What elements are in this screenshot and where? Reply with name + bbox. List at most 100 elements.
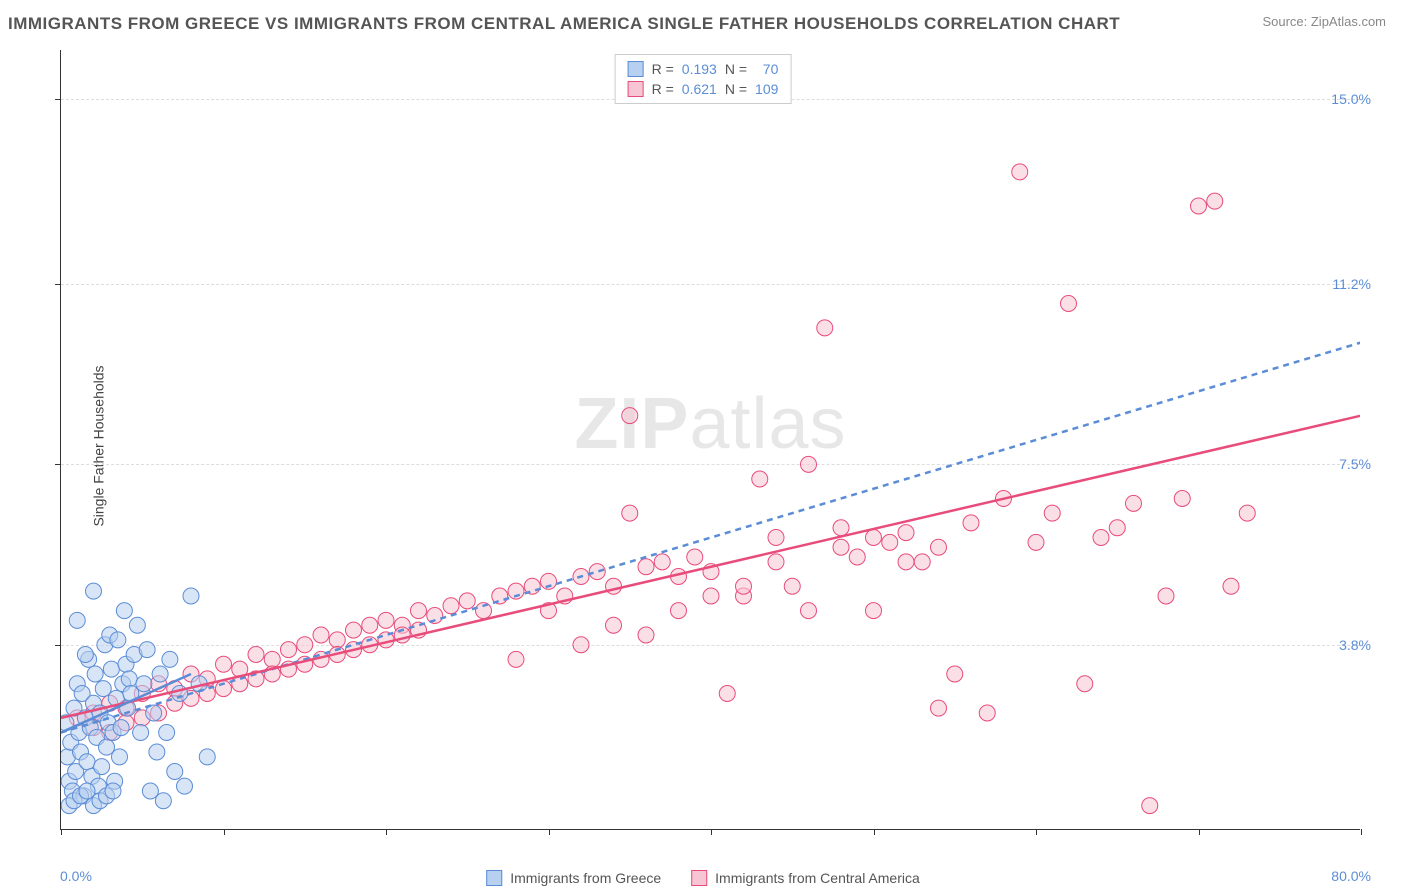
data-point <box>155 793 171 809</box>
data-point <box>443 598 459 614</box>
data-point <box>87 666 103 682</box>
data-point <box>622 408 638 424</box>
data-point <box>589 564 605 580</box>
data-point <box>833 539 849 555</box>
swatch-ca-icon <box>628 81 644 97</box>
r-label: R = <box>652 81 674 97</box>
n-value-greece: 70 <box>755 61 778 77</box>
data-point <box>947 666 963 682</box>
chart-container: IMMIGRANTS FROM GREECE VS IMMIGRANTS FRO… <box>0 0 1406 892</box>
data-point <box>703 588 719 604</box>
trend-line <box>61 343 1360 733</box>
data-point <box>979 705 995 721</box>
swatch-greece-icon <box>628 61 644 77</box>
data-point <box>573 637 589 653</box>
data-point <box>149 744 165 760</box>
data-point <box>866 530 882 546</box>
data-point <box>86 583 102 599</box>
data-point <box>752 471 768 487</box>
legend-item-greece: Immigrants from Greece <box>486 870 661 886</box>
data-point <box>866 603 882 619</box>
plot-area: ZIPatlas <box>60 50 1360 830</box>
r-value-greece: 0.193 <box>682 61 717 77</box>
trend-line <box>61 416 1360 718</box>
n-label: N = <box>725 61 747 77</box>
data-point <box>362 617 378 633</box>
data-point <box>638 559 654 575</box>
plot-svg <box>61 50 1360 829</box>
data-point <box>1191 198 1207 214</box>
data-point <box>77 647 93 663</box>
data-point <box>931 539 947 555</box>
data-point <box>129 617 145 633</box>
stats-row-greece: R = 0.193 N = 70 <box>628 59 779 79</box>
data-point <box>136 676 152 692</box>
data-point <box>963 515 979 531</box>
data-point <box>112 749 128 765</box>
data-point <box>264 651 280 667</box>
data-point <box>159 725 175 741</box>
legend-label-greece: Immigrants from Greece <box>510 870 661 886</box>
data-point <box>1158 588 1174 604</box>
swatch-ca-icon <box>691 870 707 886</box>
x-axis-min-label: 0.0% <box>60 868 92 884</box>
data-point <box>784 578 800 594</box>
data-point <box>606 617 622 633</box>
r-value-ca: 0.621 <box>682 81 717 97</box>
data-point <box>378 612 394 628</box>
data-point <box>297 637 313 653</box>
data-point <box>719 686 735 702</box>
data-point <box>882 534 898 550</box>
data-point <box>768 530 784 546</box>
data-point <box>79 754 95 770</box>
x-axis-max-label: 80.0% <box>1331 868 1371 884</box>
n-label: N = <box>725 81 747 97</box>
stats-legend: R = 0.193 N = 70 R = 0.621 N = 109 <box>615 54 792 104</box>
data-point <box>94 759 110 775</box>
data-point <box>103 661 119 677</box>
data-point <box>801 603 817 619</box>
data-point <box>313 627 329 643</box>
data-point <box>167 764 183 780</box>
data-point <box>638 627 654 643</box>
data-point <box>931 700 947 716</box>
data-point <box>1223 578 1239 594</box>
data-point <box>1012 164 1028 180</box>
data-point <box>801 456 817 472</box>
data-point <box>768 554 784 570</box>
data-point <box>281 642 297 658</box>
data-point <box>121 671 137 687</box>
data-point <box>329 632 345 648</box>
data-point <box>69 612 85 628</box>
data-point <box>459 593 475 609</box>
data-point <box>1239 505 1255 521</box>
n-value-ca: 109 <box>755 81 778 97</box>
data-point <box>116 603 132 619</box>
data-point <box>1028 534 1044 550</box>
data-point <box>1077 676 1093 692</box>
data-point <box>411 603 427 619</box>
data-point <box>162 651 178 667</box>
swatch-greece-icon <box>486 870 502 886</box>
data-point <box>898 554 914 570</box>
data-point <box>1174 491 1190 507</box>
data-point <box>110 632 126 648</box>
data-point <box>508 651 524 667</box>
legend-item-ca: Immigrants from Central America <box>691 870 920 886</box>
series-legend: Immigrants from Greece Immigrants from C… <box>486 870 920 886</box>
data-point <box>1093 530 1109 546</box>
source-label: Source: ZipAtlas.com <box>1262 14 1386 29</box>
data-point <box>1207 193 1223 209</box>
data-point <box>654 554 670 570</box>
data-point <box>849 549 865 565</box>
data-point <box>248 647 264 663</box>
data-point <box>1044 505 1060 521</box>
stats-row-ca: R = 0.621 N = 109 <box>628 79 779 99</box>
data-point <box>216 656 232 672</box>
r-label: R = <box>652 61 674 77</box>
data-point <box>671 603 687 619</box>
data-point <box>898 525 914 541</box>
data-point <box>152 666 168 682</box>
data-point <box>914 554 930 570</box>
data-point <box>113 720 129 736</box>
